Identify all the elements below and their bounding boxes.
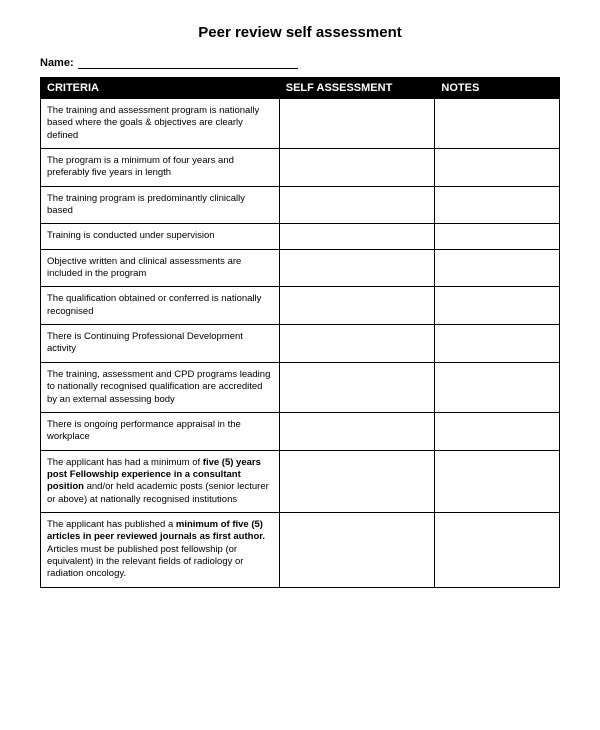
criteria-cell: The training and assessment program is n… — [41, 99, 280, 149]
criteria-cell: The training, assessment and CPD program… — [41, 362, 280, 412]
name-label: Name: — [40, 57, 74, 69]
self-assessment-cell[interactable] — [279, 325, 435, 363]
table-row: The program is a minimum of four years a… — [41, 149, 560, 187]
self-assessment-cell[interactable] — [279, 362, 435, 412]
table-row: There is Continuing Professional Develop… — [41, 325, 560, 363]
criteria-cell: The program is a minimum of four years a… — [41, 149, 280, 187]
criteria-cell: The applicant has published a minimum of… — [41, 512, 280, 587]
criteria-cell: The training program is predominantly cl… — [41, 186, 280, 224]
self-assessment-cell[interactable] — [279, 512, 435, 587]
table-row: Training is conducted under supervision — [41, 224, 560, 249]
self-assessment-cell[interactable] — [279, 186, 435, 224]
table-row: The training, assessment and CPD program… — [41, 362, 560, 412]
self-assessment-cell[interactable] — [279, 412, 435, 450]
notes-cell[interactable] — [435, 412, 560, 450]
criteria-cell: There is ongoing performance appraisal i… — [41, 412, 280, 450]
criteria-cell: The qualification obtained or conferred … — [41, 287, 280, 325]
notes-cell[interactable] — [435, 325, 560, 363]
self-assessment-cell[interactable] — [279, 99, 435, 149]
table-row: The training and assessment program is n… — [41, 99, 560, 149]
self-assessment-cell[interactable] — [279, 287, 435, 325]
notes-cell[interactable] — [435, 186, 560, 224]
table-row: The qualification obtained or conferred … — [41, 287, 560, 325]
self-assessment-cell[interactable] — [279, 249, 435, 287]
name-row: Name: — [40, 55, 560, 69]
notes-cell[interactable] — [435, 99, 560, 149]
page-title: Peer review self assessment — [40, 24, 560, 41]
col-criteria: CRITERIA — [41, 78, 280, 99]
notes-cell[interactable] — [435, 362, 560, 412]
name-input-line[interactable] — [78, 55, 298, 69]
self-assessment-cell[interactable] — [279, 149, 435, 187]
criteria-cell: The applicant has had a minimum of five … — [41, 450, 280, 512]
criteria-cell: There is Continuing Professional Develop… — [41, 325, 280, 363]
assessment-table: CRITERIA SELF ASSESSMENT NOTES The train… — [40, 77, 560, 588]
table-header-row: CRITERIA SELF ASSESSMENT NOTES — [41, 78, 560, 99]
table-row: The applicant has had a minimum of five … — [41, 450, 560, 512]
table-row: The applicant has published a minimum of… — [41, 512, 560, 587]
criteria-cell: Objective written and clinical assessmen… — [41, 249, 280, 287]
notes-cell[interactable] — [435, 287, 560, 325]
self-assessment-cell[interactable] — [279, 224, 435, 249]
notes-cell[interactable] — [435, 512, 560, 587]
criteria-cell: Training is conducted under supervision — [41, 224, 280, 249]
notes-cell[interactable] — [435, 249, 560, 287]
col-self-assessment: SELF ASSESSMENT — [279, 78, 435, 99]
notes-cell[interactable] — [435, 149, 560, 187]
table-row: Objective written and clinical assessmen… — [41, 249, 560, 287]
notes-cell[interactable] — [435, 450, 560, 512]
self-assessment-cell[interactable] — [279, 450, 435, 512]
table-row: The training program is predominantly cl… — [41, 186, 560, 224]
notes-cell[interactable] — [435, 224, 560, 249]
col-notes: NOTES — [435, 78, 560, 99]
table-row: There is ongoing performance appraisal i… — [41, 412, 560, 450]
